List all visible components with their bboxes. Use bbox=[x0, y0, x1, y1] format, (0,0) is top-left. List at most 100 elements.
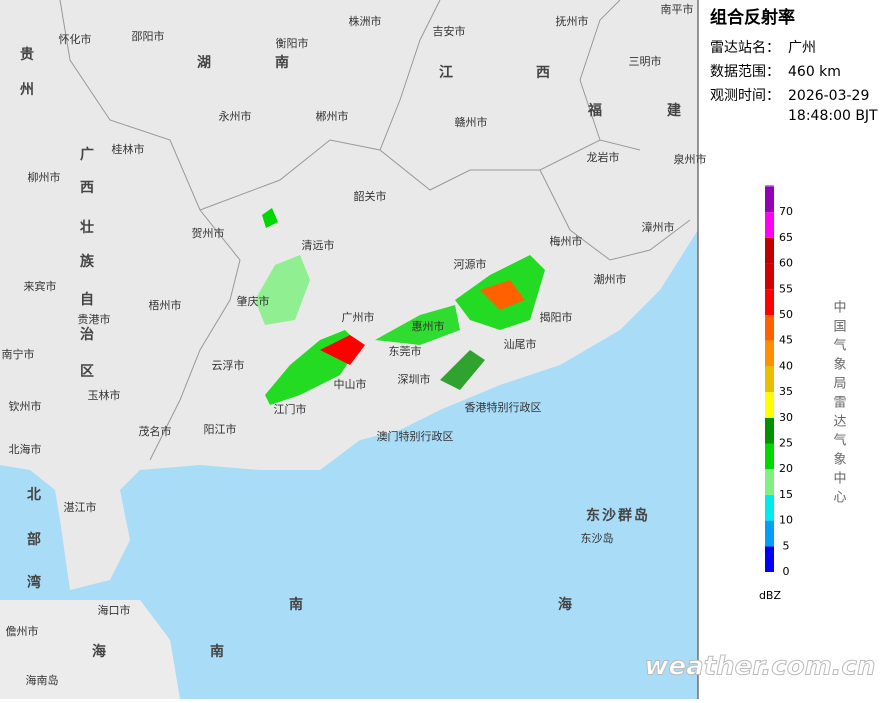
watermark: weather.com.cn bbox=[645, 652, 876, 682]
legend-tick-label: 25 bbox=[779, 437, 793, 450]
place-label: 钦州市 bbox=[9, 399, 42, 413]
station: 广州 bbox=[788, 40, 816, 56]
place-label: 梅州市 bbox=[550, 234, 583, 248]
borders bbox=[59, 0, 691, 461]
place-label: 江 bbox=[439, 64, 455, 81]
place-label: 东沙群岛 bbox=[586, 507, 650, 524]
legend-swatch bbox=[765, 443, 774, 470]
legend-tick-label: 45 bbox=[779, 334, 793, 347]
place-label: 西 bbox=[80, 180, 96, 196]
legend-swatch bbox=[765, 469, 774, 495]
place-label: 西 bbox=[536, 65, 552, 81]
place-label: 贺州市 bbox=[192, 226, 225, 240]
place-label: 澳门特别行政区 bbox=[377, 429, 454, 443]
place-label: 漳州市 bbox=[642, 220, 675, 234]
place-label: 吉安市 bbox=[433, 24, 466, 38]
radar-echoes bbox=[255, 208, 545, 405]
place-label: 贵港市 bbox=[78, 312, 111, 326]
legend-swatch bbox=[765, 546, 774, 572]
range-label: 数据范围： bbox=[710, 63, 780, 80]
place-label: 治 bbox=[80, 326, 96, 343]
place-label: 贵 bbox=[20, 46, 36, 63]
legend-source: 中国气象局雷达气象中心 bbox=[831, 300, 847, 509]
place-label: 建 bbox=[667, 102, 683, 119]
place-label: 福 bbox=[587, 102, 604, 119]
place-label: 海 bbox=[92, 643, 108, 660]
legend-swatch bbox=[765, 185, 774, 213]
place-label: 自 bbox=[80, 291, 96, 308]
place-label: 衡阳市 bbox=[276, 36, 309, 50]
legend-swatch bbox=[765, 392, 774, 418]
legend-tick-label: 15 bbox=[779, 488, 793, 501]
legend-unit: dBZ bbox=[759, 589, 782, 602]
place-label: 茂名市 bbox=[139, 424, 172, 438]
place-label: 南 bbox=[210, 643, 226, 660]
place-label: 桂林市 bbox=[112, 142, 145, 156]
legend-tick-label: 20 bbox=[779, 462, 793, 475]
place-label: 海 bbox=[558, 596, 574, 613]
place-label: 玉林市 bbox=[88, 388, 121, 402]
station-label: 雷达站名： bbox=[710, 40, 780, 56]
place-label: 广州市 bbox=[342, 310, 375, 324]
legend-tick-label: 40 bbox=[779, 359, 793, 372]
legend-tick-label: 10 bbox=[779, 514, 793, 527]
place-label: 区 bbox=[80, 364, 96, 380]
place-label: 三明市 bbox=[629, 54, 662, 68]
date: 2026-03-29 bbox=[788, 88, 869, 104]
place-label: 肇庆市 bbox=[237, 294, 270, 308]
legend-tick-label: 35 bbox=[779, 385, 793, 398]
place-label: 部 bbox=[27, 531, 43, 548]
time: 18:48:00 BJT bbox=[788, 108, 878, 124]
legend-tick-label: 30 bbox=[779, 411, 793, 424]
place-label: 州 bbox=[19, 82, 36, 98]
legend-swatch bbox=[765, 417, 774, 444]
legend-swatch bbox=[765, 289, 774, 315]
legend-swatch bbox=[765, 315, 774, 341]
place-label: 梧州市 bbox=[149, 298, 182, 312]
hainan bbox=[0, 600, 180, 699]
place-label: 南平市 bbox=[661, 2, 694, 16]
place-label: 汕尾市 bbox=[504, 337, 537, 351]
legend-tick-label: 60 bbox=[779, 257, 793, 270]
range: 460 km bbox=[788, 64, 841, 80]
place-label: 邵阳市 bbox=[132, 29, 165, 43]
legend-swatch bbox=[765, 263, 774, 290]
legend-swatch bbox=[765, 237, 774, 264]
panel-title: 组合反射率 bbox=[710, 7, 795, 28]
place-label: 北 bbox=[27, 487, 43, 503]
legend-swatch bbox=[765, 520, 774, 547]
place-label: 海口市 bbox=[98, 603, 131, 617]
place-label: 湛江市 bbox=[64, 500, 97, 514]
place-label: 株洲市 bbox=[349, 14, 382, 28]
place-label: 壮 bbox=[80, 219, 96, 236]
place-label: 深圳市 bbox=[398, 372, 431, 386]
place-label: 南 bbox=[289, 596, 305, 613]
place-label: 揭阳市 bbox=[540, 310, 573, 324]
place-label: 南宁市 bbox=[2, 347, 35, 361]
place-label: 抚州市 bbox=[556, 14, 589, 28]
place-label: 南 bbox=[275, 54, 291, 71]
time-label: 观测时间： bbox=[710, 88, 780, 104]
place-label: 湖 bbox=[197, 55, 213, 71]
legend-tick-label: 70 bbox=[779, 205, 793, 218]
place-label: 泉州市 bbox=[674, 152, 707, 166]
legend-swatch bbox=[765, 366, 774, 393]
place-label: 惠州市 bbox=[412, 319, 445, 333]
place-label: 海南岛 bbox=[26, 673, 59, 687]
place-label: 清远市 bbox=[302, 238, 335, 252]
place-label: 儋州市 bbox=[6, 624, 39, 638]
legend-tick-label: 55 bbox=[779, 282, 793, 295]
legend-tick-label: 0 bbox=[783, 565, 790, 578]
place-label: 潮州市 bbox=[594, 272, 627, 286]
legend-tick-label: 5 bbox=[783, 539, 790, 552]
place-label: 柳州市 bbox=[28, 170, 61, 184]
place-label: 怀化市 bbox=[59, 32, 92, 46]
place-label: 香港特别行政区 bbox=[465, 400, 542, 414]
place-label: 河源市 bbox=[454, 257, 487, 271]
info-panel bbox=[698, 0, 880, 699]
legend-swatch bbox=[765, 494, 774, 521]
legend-tick-label: 50 bbox=[779, 308, 793, 321]
place-label: 东莞市 bbox=[389, 344, 422, 358]
